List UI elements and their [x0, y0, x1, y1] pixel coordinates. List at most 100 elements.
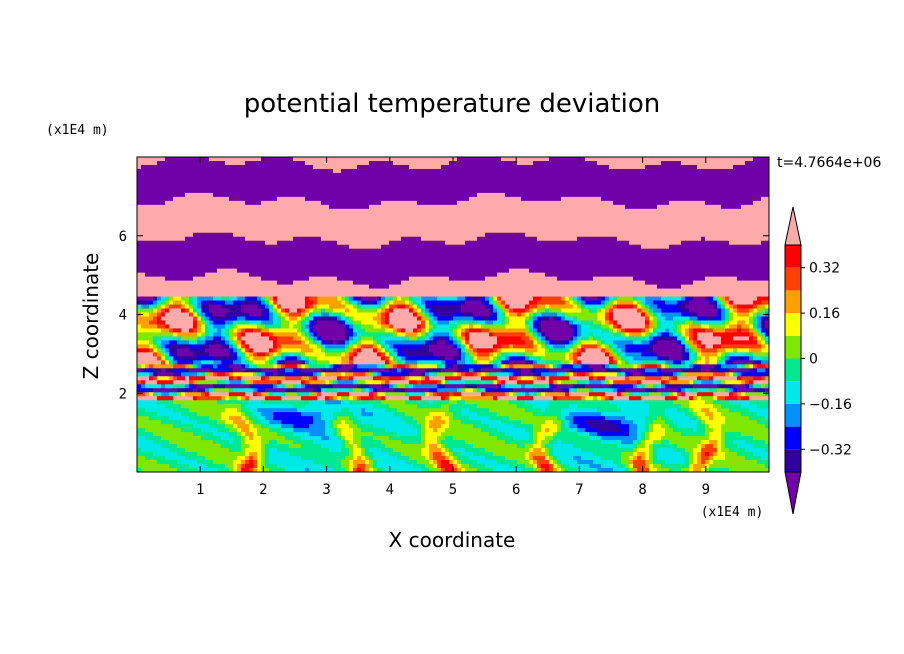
field-cell	[285, 252, 290, 258]
field-cell	[157, 212, 162, 218]
field-cell	[585, 176, 590, 182]
field-cell	[709, 260, 714, 266]
field-cell	[161, 252, 166, 258]
field-cell	[657, 228, 662, 234]
field-cell	[513, 224, 518, 230]
field-cell	[461, 268, 466, 274]
field-cell	[269, 244, 274, 250]
field-cell	[277, 220, 282, 226]
field-cell	[377, 276, 382, 282]
field-cell	[241, 240, 246, 246]
field-cell	[393, 192, 398, 198]
field-cell	[597, 228, 602, 234]
field-cell	[669, 176, 674, 182]
field-cell	[733, 240, 738, 246]
field-cell	[317, 256, 322, 262]
field-cell	[453, 180, 458, 186]
field-cell	[189, 196, 194, 202]
field-cell	[289, 212, 294, 218]
field-cell	[297, 188, 302, 194]
field-cell	[617, 236, 622, 242]
field-cell	[673, 164, 678, 170]
field-cell	[281, 228, 286, 234]
field-cell	[637, 192, 642, 198]
field-cell	[489, 252, 494, 258]
field-cell	[609, 208, 614, 214]
field-cell	[765, 176, 769, 182]
field-cell	[673, 200, 678, 206]
field-cell	[653, 264, 658, 270]
field-cell	[405, 212, 410, 218]
field-cell	[229, 216, 234, 222]
field-cell	[701, 256, 706, 262]
field-cell	[725, 196, 730, 202]
field-cell	[273, 280, 278, 286]
field-cell	[641, 232, 646, 238]
field-cell	[501, 220, 506, 226]
field-cell	[189, 188, 194, 194]
field-cell	[681, 220, 686, 226]
field-cell	[333, 248, 338, 254]
field-cell	[473, 196, 478, 202]
field-cell	[313, 232, 318, 238]
field-cell	[289, 200, 294, 206]
field-cell	[565, 208, 570, 214]
field-cell	[605, 216, 610, 222]
field-cell	[217, 196, 222, 202]
field-cell	[313, 228, 318, 234]
field-cell	[341, 260, 346, 266]
field-cell	[145, 220, 150, 226]
field-cell	[469, 248, 474, 254]
field-cell	[165, 168, 170, 174]
field-cell	[417, 216, 422, 222]
field-cell	[425, 176, 430, 182]
field-cell	[593, 164, 598, 170]
field-cell	[749, 248, 754, 254]
field-cell	[485, 252, 490, 258]
field-cell	[501, 184, 506, 190]
field-cell	[225, 240, 230, 246]
field-cell	[621, 176, 626, 182]
field-cell	[365, 176, 370, 182]
field-cell	[689, 244, 694, 250]
field-cell	[573, 164, 578, 170]
field-cell	[509, 260, 514, 266]
field-cell	[221, 176, 226, 182]
field-cell	[553, 184, 558, 190]
field-cell	[401, 184, 406, 190]
field-cell	[737, 160, 742, 166]
field-cell	[345, 196, 350, 202]
field-cell	[153, 164, 158, 170]
field-cell	[345, 180, 350, 186]
field-cell	[393, 176, 398, 182]
field-cell	[185, 252, 190, 258]
field-cell	[497, 276, 502, 282]
field-cell	[285, 264, 290, 270]
field-cell	[757, 268, 762, 274]
field-cell	[617, 268, 622, 274]
field-cell	[261, 180, 266, 186]
field-cell	[605, 196, 610, 202]
field-cell	[325, 196, 330, 202]
field-cell	[333, 168, 338, 174]
field-cell	[561, 228, 566, 234]
field-cell	[577, 244, 582, 250]
field-cell	[561, 240, 566, 246]
field-cell	[341, 240, 346, 246]
field-cell	[581, 220, 586, 226]
field-cell	[501, 252, 506, 258]
field-cell	[333, 232, 338, 238]
field-cell	[757, 196, 762, 202]
field-cell	[729, 248, 734, 254]
field-cell	[345, 236, 350, 242]
field-cell	[729, 204, 734, 210]
field-cell	[525, 232, 530, 238]
field-cell	[165, 188, 170, 194]
field-cell	[289, 216, 294, 222]
field-cell	[685, 256, 690, 262]
field-cell	[317, 208, 322, 214]
field-cell	[477, 264, 482, 270]
field-cell	[529, 268, 534, 274]
field-cell	[681, 228, 686, 234]
field-cell	[529, 272, 534, 278]
